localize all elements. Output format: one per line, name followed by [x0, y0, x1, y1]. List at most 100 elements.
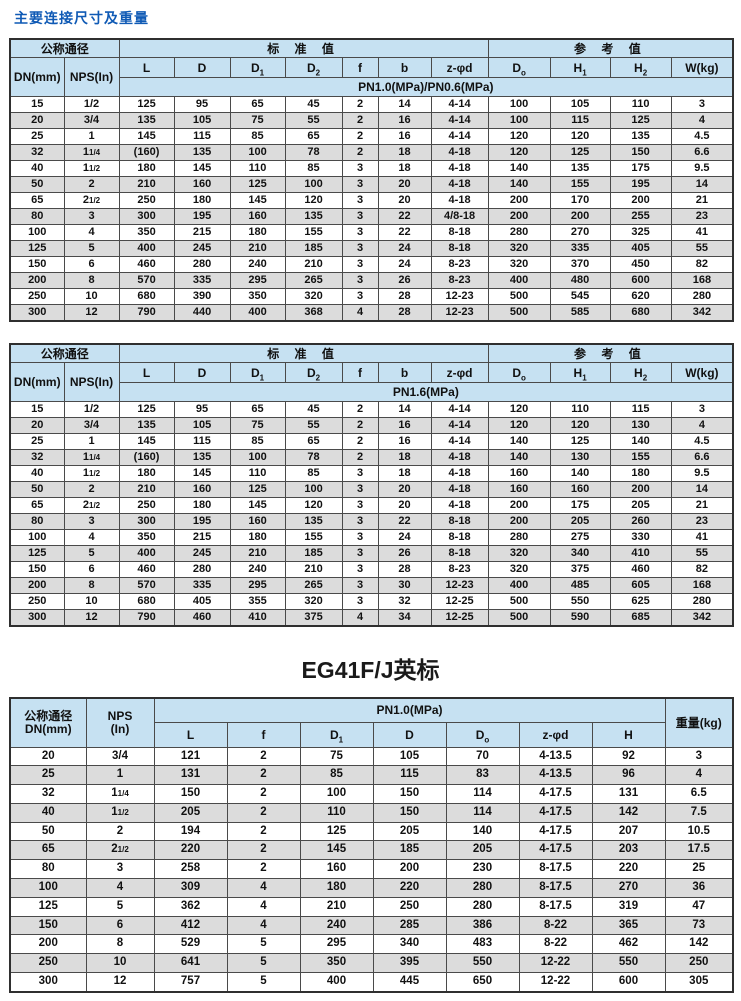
table-cell: 3: [341, 513, 379, 530]
table-cell: 4-18: [430, 449, 489, 466]
table-cell: 100: [9, 224, 65, 241]
table-cell: 24: [377, 240, 432, 257]
table-cell: 4-17.5: [518, 821, 593, 842]
table-cell: 550: [445, 953, 520, 974]
header-col-zd: z-φd: [518, 721, 593, 748]
table-cell: 200: [9, 272, 65, 289]
table-cell: 10: [63, 593, 120, 610]
table-row: 80 3 258 2 160 200 230 8-17.5 220 25: [9, 859, 734, 880]
table-cell: 14: [377, 401, 432, 418]
table-cell: 100: [284, 176, 343, 193]
table-cell: 545: [549, 288, 611, 305]
eg41fj-british-standard-table: 公称通径 DN(mm) NPS (In) PN1.0(MPa) 重量(kg) L…: [9, 697, 735, 993]
table-cell: 120: [284, 192, 343, 209]
table-cell: 96: [591, 765, 666, 786]
table-row: 15 1/2 125 95 65 45 2 14 4-14 120 110 115 3: [9, 401, 734, 418]
table-cell: 8-18: [430, 545, 489, 562]
table-cell: 445: [372, 972, 447, 993]
table-cell: 50: [9, 176, 65, 193]
table-cell: 36: [664, 878, 734, 898]
table-cell: 131: [591, 784, 666, 804]
table-cell: 4/8-18: [430, 208, 489, 225]
subscript: 1: [582, 67, 587, 77]
table-row: 125 5 400 245 210 185 3 26 8-18 320 340 410 55: [9, 545, 734, 562]
table-cell: 220: [591, 859, 666, 880]
table-cell: 5: [85, 896, 155, 917]
table-cell: 9.5: [670, 160, 734, 177]
table-cell: 78: [284, 449, 343, 466]
table-cell: 145: [229, 192, 286, 209]
table-row: 50 2 210 160 125 100 3 20 4-18 140 155 195 14: [9, 176, 734, 193]
table-cell: 3/4: [85, 746, 155, 767]
table-cell: 4: [226, 878, 301, 898]
table-cell: 24: [377, 256, 432, 273]
table-cell: 320: [284, 288, 343, 305]
table-cell: 500: [487, 288, 551, 305]
table-cell: 55: [284, 112, 343, 129]
table-cell: 65: [284, 433, 343, 450]
table-cell: 4.5: [670, 433, 734, 450]
table-cell: 5: [63, 240, 120, 257]
table-cell: 200: [487, 208, 551, 225]
table-cell: 200: [487, 497, 551, 514]
table-cell: 620: [609, 288, 672, 305]
table-cell: 200: [9, 577, 65, 594]
subscript: 1: [259, 67, 265, 77]
header-col-w: W(kg): [670, 57, 734, 78]
table-cell: 3: [341, 529, 379, 546]
table-cell: 6.6: [670, 144, 734, 161]
table-cell: 325: [609, 224, 672, 241]
table-cell: 4-18: [430, 160, 489, 177]
table-cell: 18: [377, 160, 432, 177]
table-cell: 75: [229, 417, 286, 434]
table-cell: 47: [664, 896, 734, 917]
table-cell: 140: [487, 176, 551, 193]
table-cell: 110: [549, 401, 611, 418]
table-cell: 32: [9, 144, 65, 161]
table-cell: 65: [229, 96, 286, 113]
table-cell: 340: [549, 545, 611, 562]
table-cell: 194: [153, 821, 228, 842]
table-cell: 4-18: [430, 192, 489, 209]
table-cell: 80: [9, 208, 65, 225]
fraction: 1/4: [89, 453, 101, 462]
table-cell: 180: [173, 192, 231, 209]
table-cell: 125: [118, 401, 175, 418]
table-cell: 240: [299, 915, 374, 936]
table-row: 100 4 309 4 180 220 280 8-17.5 270 36: [9, 878, 734, 898]
table-cell: 145: [118, 433, 175, 450]
table-cell: 370: [549, 256, 611, 273]
table-cell: 32: [377, 593, 432, 610]
table-cell: 20: [377, 481, 432, 498]
table-cell: 215: [173, 529, 231, 546]
table-cell: 92: [591, 746, 666, 767]
table-cell: 460: [118, 256, 175, 273]
table-cell: 125: [9, 896, 87, 917]
header-col-h: H: [591, 721, 666, 748]
header-col-d2: D2: [284, 362, 343, 383]
table-cell: 3: [63, 513, 120, 530]
fraction: 1/4: [89, 148, 101, 157]
table-cell: 22: [377, 513, 432, 530]
table-cell: 135: [549, 160, 611, 177]
table-cell: 4: [341, 304, 379, 322]
table-row: 40 11/2 180 145 110 85 3 18 4-18 160 140 180 9.5: [9, 465, 734, 482]
header-col-d1: D1: [229, 57, 286, 78]
table-row: 200 8 570 335 295 265 3 30 12-23 400 485 605 168: [9, 577, 734, 594]
table-cell: 4-18: [430, 497, 489, 514]
table-row: 20 3/4 135 105 75 55 2 16 4-14 120 120 130 4: [9, 417, 734, 434]
table-cell: 3/4: [63, 417, 120, 434]
header-col-b: b: [377, 57, 432, 78]
table-cell: 335: [173, 577, 231, 594]
table-cell: 160: [299, 859, 374, 880]
table-row: 20 3/4 121 2 75 105 70 4-13.5 92 3: [9, 746, 734, 767]
table-row: 250 10 641 5 350 395 550 12-22 550 250: [9, 953, 734, 974]
table-cell: 150: [153, 784, 228, 804]
table-cell: 65: [9, 192, 65, 209]
table-cell: 250: [9, 593, 65, 610]
table-cell: 12: [63, 609, 120, 627]
table-cell: 25: [664, 859, 734, 880]
table-row: 40 11/2 205 2 110 150 114 4-17.5 142 7.5: [9, 802, 734, 823]
table-cell: 280: [487, 224, 551, 241]
header-col-d1: D1: [299, 721, 374, 748]
